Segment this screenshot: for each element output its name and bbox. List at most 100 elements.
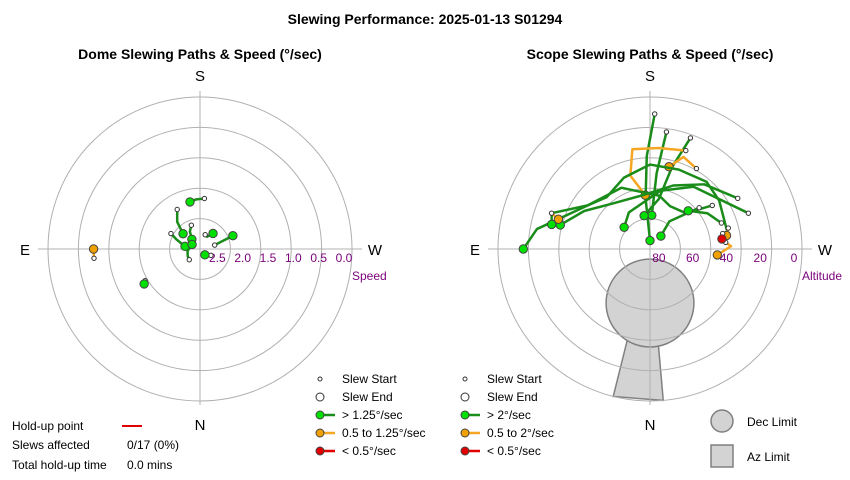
scope-legend-marker-swatch xyxy=(460,410,470,420)
dome-slew-end-point xyxy=(187,239,197,250)
dome-radial-axis-label: Speed xyxy=(352,269,387,283)
scope-legend-label: Slew End xyxy=(487,390,538,404)
scope-legend-marker-swatch xyxy=(460,428,470,438)
scope-radial-axis-label: Altitude xyxy=(802,269,842,283)
scope-slew-end-point xyxy=(683,206,693,216)
scope-slew-end-point xyxy=(553,214,564,224)
dome-slew-start-point xyxy=(201,195,208,202)
scope-slew-start-point xyxy=(693,165,700,172)
scope-compass-right: W xyxy=(818,242,833,259)
dome-chart-title: Dome Slewing Paths & Speed (°/sec) xyxy=(78,46,322,62)
dome-radial-tick-label: 0.0 xyxy=(336,251,353,265)
scope-slew-end-point xyxy=(546,219,557,230)
dome-slew-end-point xyxy=(208,228,218,239)
dome-legend-start-swatch xyxy=(317,376,323,382)
scope-slew-path xyxy=(644,113,656,241)
dome-slew-end-point xyxy=(139,279,149,289)
scope-slew-path xyxy=(559,183,739,227)
dome-radial-tick-label: 0.5 xyxy=(310,251,327,265)
scope-slew-path xyxy=(668,155,698,170)
dec-limit-swatch xyxy=(710,409,734,433)
scope-slew-end-point xyxy=(619,222,629,232)
scope-slew-path xyxy=(622,185,749,228)
scope-slew-paths xyxy=(518,111,752,260)
dome-radial-tick-label: 2.0 xyxy=(234,251,251,265)
scope-legend-label: Slew Start xyxy=(487,372,542,386)
dome-legend-marker-swatch xyxy=(315,410,325,420)
scope-radial-tick-label: 40 xyxy=(720,251,734,265)
scope-slew-start-point xyxy=(652,111,658,117)
scope-radial-tick-label: 80 xyxy=(652,251,666,265)
dome-slew-start-point xyxy=(188,222,195,228)
scope-slew-end-point xyxy=(656,231,666,241)
scope-panel: Scope Slewing Paths & Speed (°/sec) 80 60… xyxy=(460,46,842,468)
dome-slew-start-point xyxy=(211,242,218,248)
scope-slew-start-point xyxy=(745,210,752,216)
scope-chart-title: Scope Slewing Paths & Speed (°/sec) xyxy=(527,46,774,62)
scope-slew-end-point xyxy=(645,235,655,246)
dome-legend: Slew Start Slew End > 1.25°/sec 0.5 to 1.25… xyxy=(315,372,426,458)
scope-radial-tick-label: 20 xyxy=(754,251,768,265)
dome-slew-start-point xyxy=(168,230,174,237)
scope-slew-start-point xyxy=(709,202,715,209)
dome-legend-label: > 1.25°/sec xyxy=(342,408,403,422)
dome-legend-label: < 0.5°/sec xyxy=(342,444,396,458)
scope-slew-start-point xyxy=(663,129,670,135)
dome-legend-marker-swatch xyxy=(315,428,325,438)
dome-compass-right: W xyxy=(368,242,383,259)
dome-slew-start-point xyxy=(174,206,180,213)
dome-compass-bottom: N xyxy=(195,417,206,434)
scope-radial-tick-label: 60 xyxy=(686,251,700,265)
dome-legend-label: 0.5 to 1.25°/sec xyxy=(342,426,426,440)
slews-affected-value: 0/17 (0%) xyxy=(127,438,179,452)
scope-legend-marker-swatch xyxy=(460,446,470,456)
dome-slew-end-point xyxy=(200,250,210,260)
scope-slew-start-point xyxy=(718,220,725,226)
scope-slew-end-point xyxy=(717,234,727,244)
dome-slew-start-point xyxy=(91,255,97,261)
total-holdup-value: 0.0 mins xyxy=(127,458,172,472)
dome-radial-tick-label: 1.5 xyxy=(260,251,277,265)
scope-slew-path xyxy=(643,137,692,217)
limit-legend-label: Dec Limit xyxy=(747,415,798,429)
scope-legend-label: < 0.5°/sec xyxy=(487,444,541,458)
az-limit-swatch xyxy=(710,444,734,468)
dome-polar-grid xyxy=(38,91,362,405)
scope-slew-start-point xyxy=(735,195,741,202)
total-holdup-label: Total hold-up time xyxy=(12,458,107,472)
scope-compass-left: E xyxy=(470,242,480,259)
dome-slew-start-point xyxy=(202,232,208,238)
scope-slew-path xyxy=(650,131,668,216)
dome-legend-end-swatch xyxy=(315,392,325,402)
page-title: Slewing Performance: 2025-01-13 S01294 xyxy=(288,11,563,27)
scope-legend-start-swatch xyxy=(462,376,468,382)
scope-radial-ticks: 80 60 40 20 0 xyxy=(652,251,797,265)
scope-slew-end-point xyxy=(647,210,657,220)
dome-legend-label: Slew End xyxy=(342,390,393,404)
dome-slew-start-point xyxy=(186,257,192,263)
scope-slew-path xyxy=(550,163,730,236)
scope-slew-end-point xyxy=(518,244,529,254)
dome-slew-end-point xyxy=(228,231,238,241)
dome-slew-end-point xyxy=(88,244,99,254)
scope-slew-start-point xyxy=(683,147,689,154)
holdup-point-label: Hold-up point xyxy=(12,419,84,433)
scope-slew-path xyxy=(629,146,686,196)
limit-legend-label: Az Limit xyxy=(747,450,790,464)
dome-slew-paths xyxy=(88,195,238,289)
dome-slew-end-point xyxy=(185,197,195,207)
scope-legend-end-swatch xyxy=(460,392,470,402)
dome-legend-marker-swatch xyxy=(315,446,325,456)
scope-slew-path xyxy=(522,186,713,250)
scope-slew-start-point xyxy=(687,135,694,141)
scope-slew-start-point xyxy=(725,225,732,231)
dome-legend-label: Slew Start xyxy=(342,372,397,386)
scope-slew-end-point xyxy=(712,250,722,260)
dome-panel: Dome Slewing Paths & Speed (°/sec) 2.5 2.… xyxy=(20,46,426,458)
scope-limit-legend: Dec Limit Az Limit xyxy=(710,409,798,468)
scope-slew-end-point xyxy=(639,211,649,221)
dome-slew-end-point xyxy=(178,229,188,239)
dome-radial-ticks: 2.5 2.0 1.5 1.0 0.5 0.0 xyxy=(209,251,353,265)
scope-legend-label: 0.5 to 2°/sec xyxy=(487,426,554,440)
